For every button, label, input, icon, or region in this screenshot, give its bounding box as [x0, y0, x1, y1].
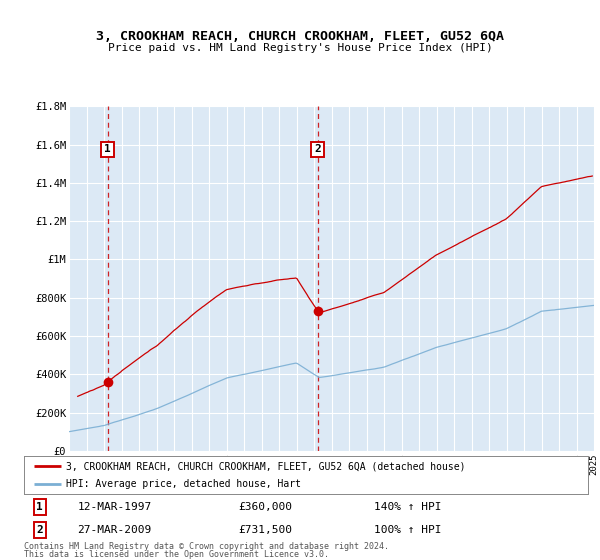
Text: Contains HM Land Registry data © Crown copyright and database right 2024.: Contains HM Land Registry data © Crown c… [24, 542, 389, 551]
Text: 2: 2 [37, 525, 43, 535]
Text: 3, CROOKHAM REACH, CHURCH CROOKHAM, FLEET, GU52 6QA (detached house): 3, CROOKHAM REACH, CHURCH CROOKHAM, FLEE… [66, 461, 466, 471]
Text: £731,500: £731,500 [238, 525, 292, 535]
Text: 12-MAR-1997: 12-MAR-1997 [77, 502, 152, 512]
Text: 140% ↑ HPI: 140% ↑ HPI [374, 502, 441, 512]
Text: 27-MAR-2009: 27-MAR-2009 [77, 525, 152, 535]
Text: Price paid vs. HM Land Registry's House Price Index (HPI): Price paid vs. HM Land Registry's House … [107, 43, 493, 53]
Text: 1: 1 [37, 502, 43, 512]
Text: 100% ↑ HPI: 100% ↑ HPI [374, 525, 441, 535]
Text: 3, CROOKHAM REACH, CHURCH CROOKHAM, FLEET, GU52 6QA: 3, CROOKHAM REACH, CHURCH CROOKHAM, FLEE… [96, 30, 504, 43]
Text: This data is licensed under the Open Government Licence v3.0.: This data is licensed under the Open Gov… [24, 550, 329, 559]
Text: £360,000: £360,000 [238, 502, 292, 512]
Text: HPI: Average price, detached house, Hart: HPI: Average price, detached house, Hart [66, 479, 301, 489]
Text: 2: 2 [314, 144, 321, 155]
Text: 1: 1 [104, 144, 111, 155]
